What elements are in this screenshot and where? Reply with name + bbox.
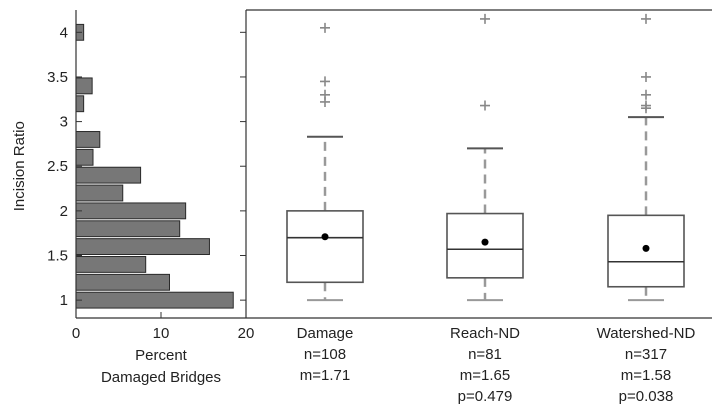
- outlier-marker: [641, 13, 651, 24]
- histogram-bar: [75, 148, 94, 166]
- histogram-bar: [75, 77, 93, 95]
- group-label-line: n=317: [625, 346, 667, 363]
- y-tick-label: 2: [60, 203, 68, 220]
- boxplot-groups: [286, 13, 685, 302]
- histogram-bars: [75, 23, 234, 309]
- group-label-line: p=0.479: [458, 388, 513, 405]
- x-tick-label: 20: [238, 325, 255, 342]
- group-label-line: p=0.038: [619, 388, 674, 405]
- boxplot-group: [286, 22, 364, 302]
- boxplot-group-labels: Damage n=108 m=1.71 Reach-ND n=81 m=1.65 p=0.4…: [297, 325, 696, 405]
- interquartile-box: [446, 212, 524, 279]
- x-axis-label-line-2: Damaged Bridges: [101, 369, 221, 386]
- group-label-line: n=81: [468, 346, 502, 363]
- histogram-bar: [75, 238, 210, 256]
- y-tick-label: 1: [60, 292, 68, 309]
- group-label-line: m=1.71: [300, 367, 350, 384]
- x-tick-label: 0: [72, 325, 80, 342]
- histogram-bar: [75, 95, 85, 113]
- y-tick-label: 3: [60, 114, 68, 131]
- outlier-marker: [320, 22, 330, 33]
- mean-marker: [642, 244, 650, 252]
- boxplot-panel: Damage n=108 m=1.71 Reach-ND n=81 m=1.65 p=0.4…: [246, 9, 712, 405]
- boxplot-group: [607, 13, 685, 302]
- histogram-bar: [75, 291, 234, 309]
- outlier-marker: [480, 100, 490, 111]
- group-label-line: Watershed-ND: [597, 325, 696, 342]
- x-tick-label: 10: [153, 325, 170, 342]
- outlier-marker: [641, 71, 651, 82]
- x-axis-label-line-1: Percent: [135, 347, 188, 364]
- mean-marker: [321, 233, 329, 241]
- histogram-panel: 1 1.5 2 2.5 3 3.5 4 0 10 20 Incision Ratio Perce…: [11, 10, 254, 386]
- histogram-bar: [75, 202, 187, 220]
- histogram-bar: [75, 131, 101, 148]
- group-label-line: n=108: [304, 346, 346, 363]
- interquartile-box: [286, 210, 364, 284]
- y-tick-label: 2.5: [47, 158, 68, 175]
- histogram-bar: [75, 184, 124, 202]
- boxplot-axes: [246, 9, 712, 319]
- group-label-line: Reach-ND: [450, 325, 520, 342]
- outlier-marker: [480, 13, 490, 24]
- histogram-y-ticks: 1 1.5 2 2.5 3 3.5 4: [47, 24, 246, 309]
- histogram-bar: [75, 256, 147, 273]
- y-axis-label: Incision Ratio: [11, 121, 28, 211]
- histogram-bar: [75, 273, 170, 291]
- outlier-marker: [320, 89, 330, 100]
- group-label-line: Damage: [297, 325, 354, 342]
- mean-marker: [481, 238, 489, 246]
- outlier-marker: [641, 100, 651, 111]
- boxplot-group: [446, 13, 524, 302]
- group-label-line: m=1.58: [621, 367, 671, 384]
- outlier-marker: [641, 89, 651, 100]
- outlier-marker: [320, 76, 330, 87]
- histogram-x-ticks: 0 10 20: [72, 312, 255, 342]
- histogram-bar: [75, 220, 181, 238]
- y-tick-label: 4: [60, 24, 68, 41]
- y-tick-label: 3.5: [47, 69, 68, 86]
- group-label-line: m=1.65: [460, 367, 510, 384]
- histogram-bar: [75, 166, 142, 184]
- y-tick-label: 1.5: [47, 248, 68, 265]
